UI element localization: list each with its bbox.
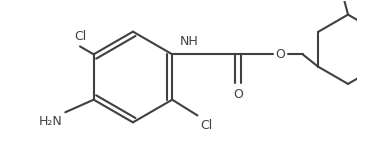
Text: H₂N: H₂N <box>38 116 62 128</box>
Text: Cl: Cl <box>74 30 86 43</box>
Text: Cl: Cl <box>201 119 213 132</box>
Text: O: O <box>233 88 243 101</box>
Text: O: O <box>276 48 286 61</box>
Text: NH: NH <box>180 35 199 48</box>
